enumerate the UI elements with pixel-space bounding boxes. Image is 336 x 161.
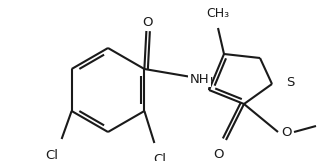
Text: CH₃: CH₃ (206, 7, 229, 20)
Text: Cl: Cl (45, 149, 58, 161)
Text: O: O (213, 148, 223, 161)
Text: S: S (286, 76, 294, 89)
Text: NH: NH (190, 72, 209, 85)
Text: O: O (142, 15, 153, 28)
Text: O: O (281, 126, 291, 138)
Text: Cl: Cl (153, 153, 166, 161)
